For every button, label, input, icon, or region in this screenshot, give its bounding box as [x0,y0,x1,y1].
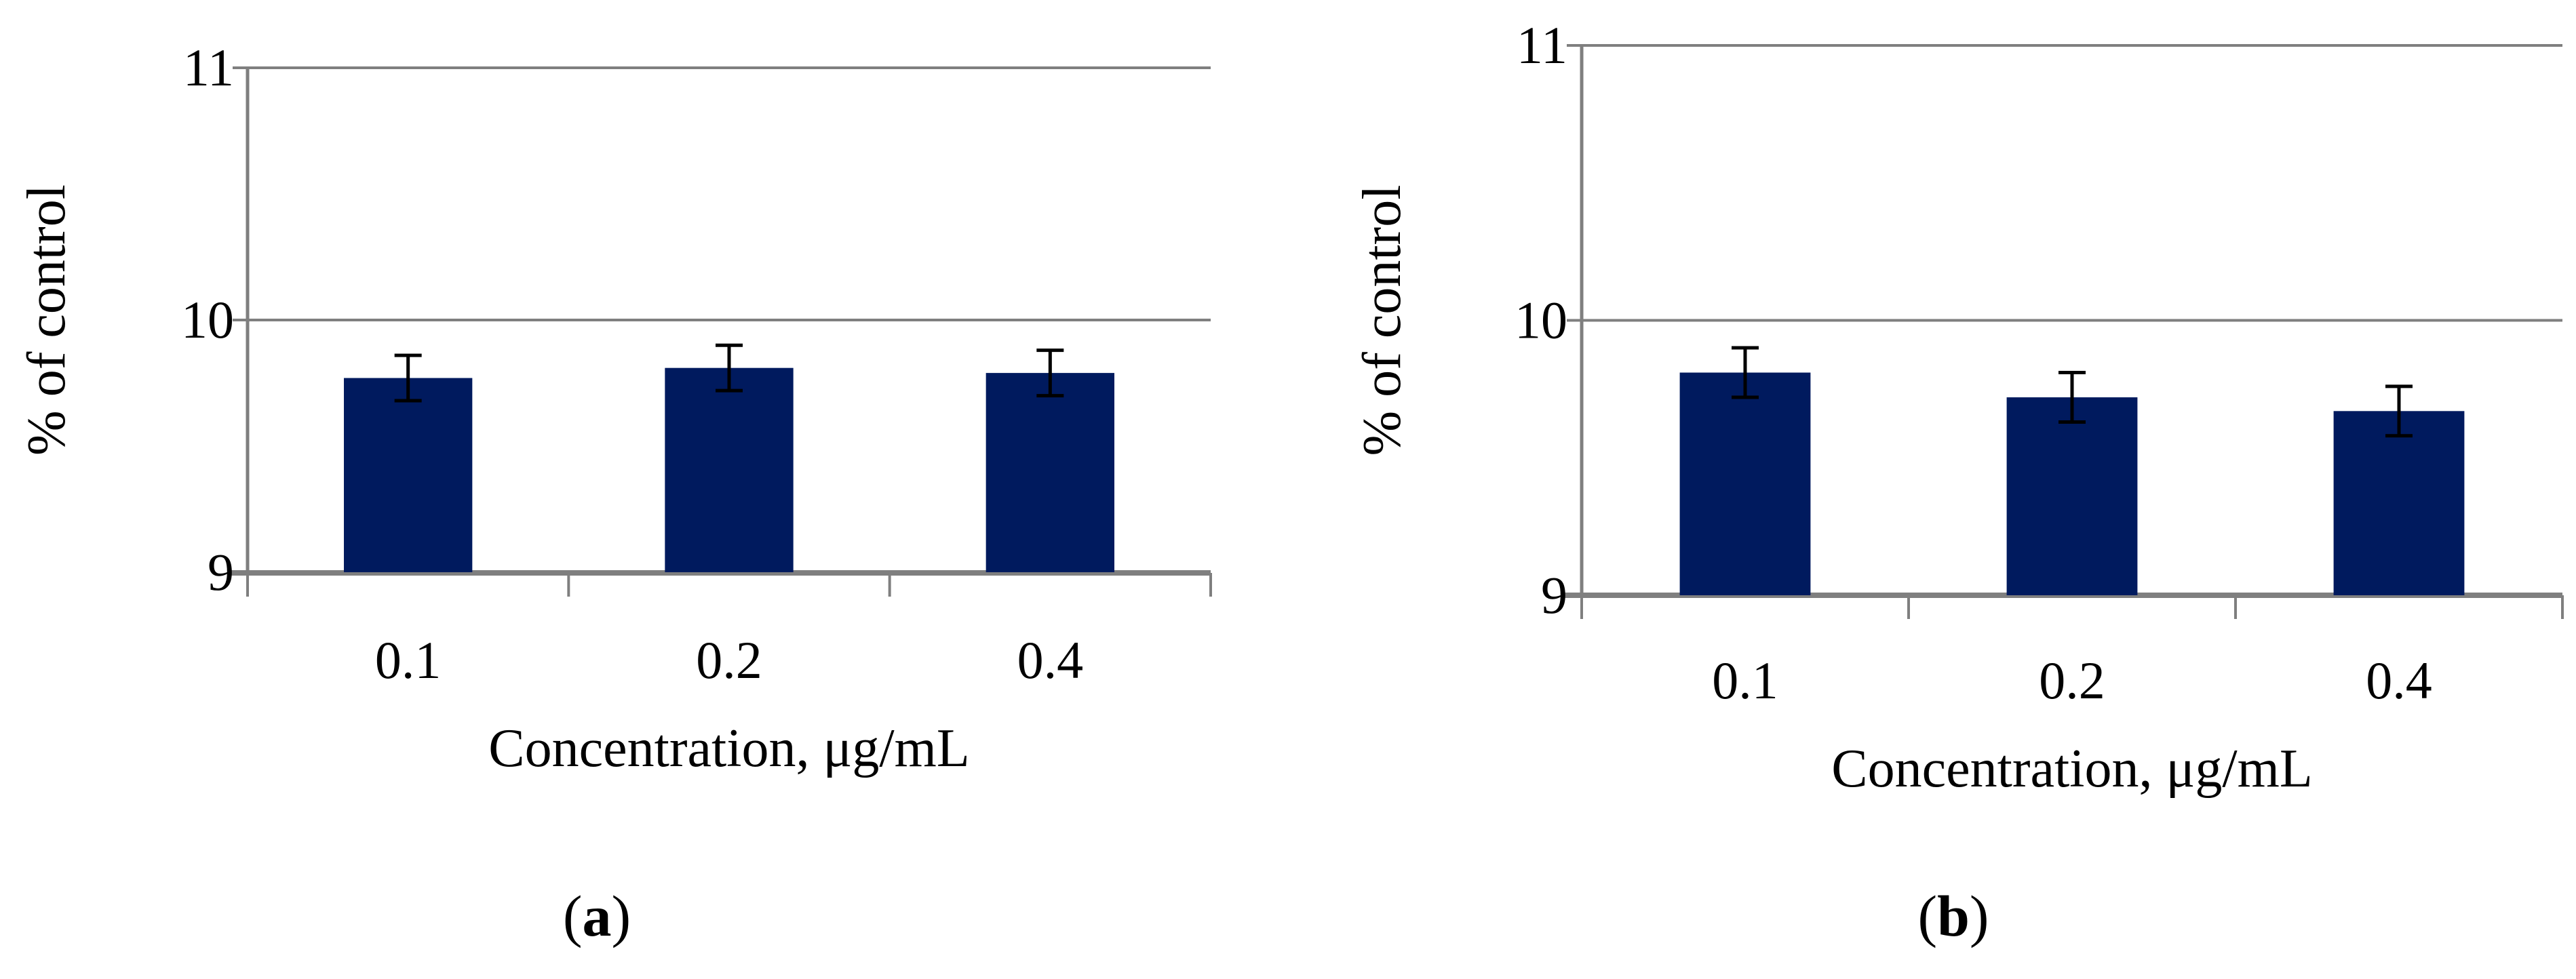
y-tick-label-11: 11 [1517,16,1567,75]
error-bars-group [1732,346,2413,438]
y-tick-label-10: 10 [181,290,234,349]
y-tick-label-9: 9 [1541,565,1567,624]
x-tick-label-0.4: 0.4 [1017,631,1084,690]
bars-group [1679,372,2465,595]
bar-0.1 [1679,372,1811,595]
y-tick-label-10: 10 [1515,291,1567,350]
error-bar-0.2 [716,343,743,393]
y-tick-marks [233,66,248,574]
panel-label-b: (b) [1917,883,1989,948]
x-tick-label-0.4: 0.4 [2366,651,2432,710]
y-axis-title: % of control [1352,185,1412,456]
y-tick-marks [1567,44,1582,597]
y-tick-label-11: 11 [183,38,234,97]
error-bar-0.1 [394,353,422,403]
y-axis-title: % of control [17,184,77,456]
bar-0.2 [665,367,794,572]
error-bar-0.4 [2385,384,2413,438]
x-tick-marks [246,573,1212,597]
chart-panel-b: 9 10 11 0.1 0.2 0.4 Concentration, μg/mL… [1352,16,2564,948]
x-axis-title: Concentration, μg/mL [488,719,969,778]
x-tick-label-0.2: 0.2 [696,631,762,690]
bar-0.4 [2333,411,2465,595]
bars-group [344,367,1114,572]
y-tick-label-9: 9 [208,542,234,601]
error-bar-0.1 [1732,346,1759,399]
bar-0.2 [2006,397,2138,595]
error-bar-0.2 [2058,371,2086,424]
chart-panel-a: 9 10 11 0.1 0.2 0.4 Concentration, μg/mL… [17,38,1212,948]
x-tick-label-0.1: 0.1 [375,631,442,690]
panel-label-a: (a) [563,883,631,948]
x-axis-title: Concentration, μg/mL [1831,739,2312,799]
x-tick-label-0.1: 0.1 [1712,651,1778,710]
x-tick-label-0.2: 0.2 [2039,651,2105,710]
bar-0.4 [985,373,1114,572]
error-bars-group [394,343,1064,403]
bar-0.1 [344,378,473,572]
x-tick-marks [1580,595,2564,619]
error-bar-0.4 [1036,348,1064,398]
